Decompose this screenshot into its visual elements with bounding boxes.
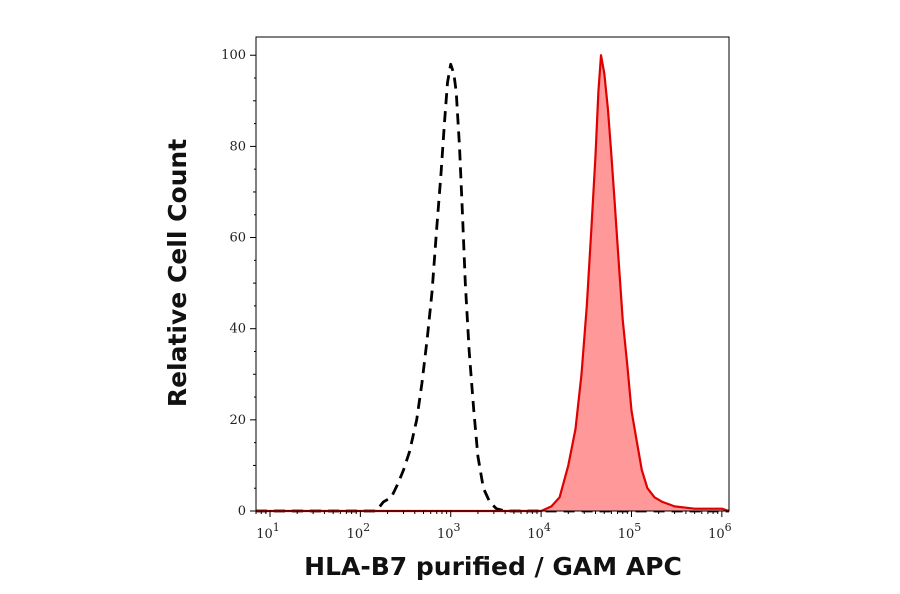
plot-area <box>256 54 730 513</box>
x-tick-label-3: 103 <box>437 521 461 542</box>
y-tick-label-0: 0 <box>238 504 246 519</box>
y-tick-label-80: 80 <box>229 139 246 154</box>
x-tick-label-4: 104 <box>527 521 551 542</box>
x-tick-label-6: 106 <box>708 521 732 542</box>
x-tick-label-1: 101 <box>256 521 280 542</box>
y-tick-label-60: 60 <box>229 231 246 246</box>
series-fill-1 <box>256 55 729 511</box>
plot-frame <box>255 36 730 512</box>
y-tick-label-40: 40 <box>229 322 246 337</box>
x-tick-label-5: 105 <box>618 521 642 542</box>
series-line-1 <box>256 54 730 513</box>
y-tick-label-20: 20 <box>229 413 246 428</box>
y-axis-title: Relative Cell Count <box>163 139 192 407</box>
x-axis-title: HLA-B7 purified / GAM APC <box>304 552 682 581</box>
series-line-0 <box>256 62 729 513</box>
axes: 0 20 40 60 80 100 101 102 103 104 105 106 <box>221 36 732 542</box>
x-tick-label-2: 102 <box>347 521 371 542</box>
y-tick-label-100: 100 <box>221 48 246 63</box>
